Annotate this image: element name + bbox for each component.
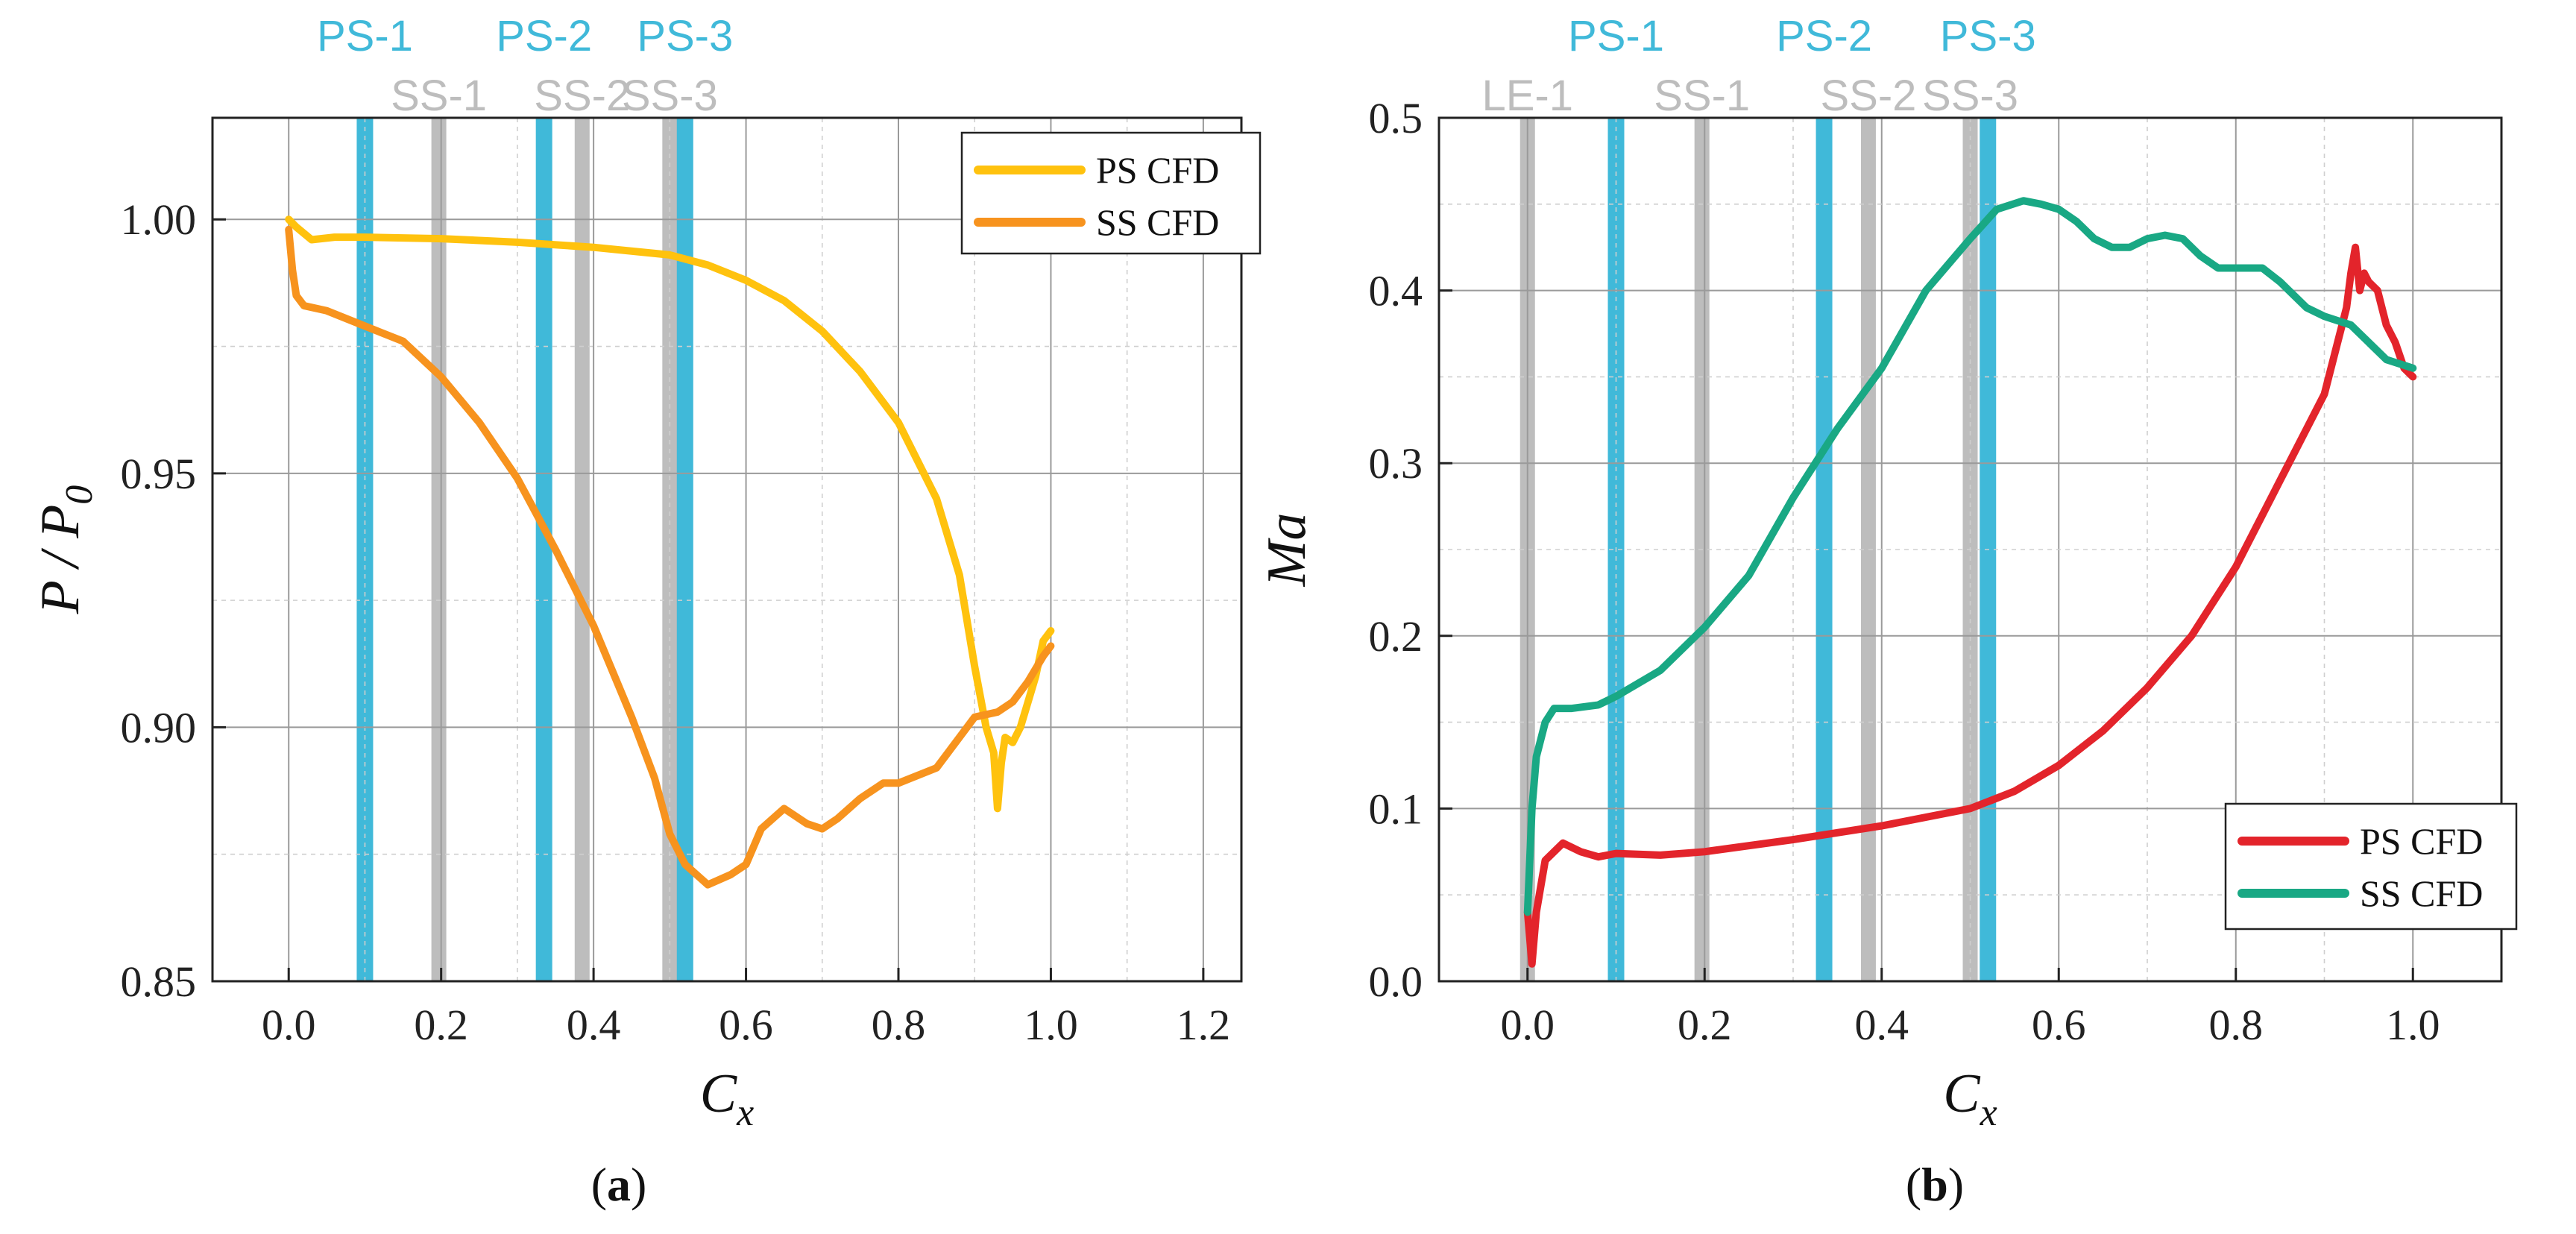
y-tick-label: 0.95 <box>121 450 197 498</box>
x-axis-title-b: Cx <box>1943 1063 1997 1134</box>
ticks-a: 0.0 0.2 0.4 0.6 0.8 1.0 1.2 0.85 0.90 0.95 1.00 <box>121 195 1231 1049</box>
band-label-ps-1: PS-1 <box>1568 12 1664 60</box>
band-label-ss-1: SS-1 <box>391 72 487 120</box>
x-tick-label: 0.4 <box>567 1001 621 1049</box>
y-tick-label: 0.4 <box>1369 267 1423 315</box>
band-label-ps-3: PS-3 <box>637 12 733 60</box>
legend-label: PS CFD <box>2360 820 2483 862</box>
x-tick-label: 0.8 <box>872 1001 926 1049</box>
y-tick-label: 0.3 <box>1369 439 1423 488</box>
band-ps-3 <box>676 118 693 981</box>
legend-label: SS CFD <box>2360 872 2483 914</box>
band-label-ss-2: SS-2 <box>534 72 630 120</box>
legend-label: SS CFD <box>1096 201 1219 243</box>
y-axis-title-a: P / P0 <box>30 485 101 615</box>
x-tick-label: 1.2 <box>1177 1001 1231 1049</box>
x-tick-label: 0.2 <box>1678 1001 1732 1049</box>
x-tick-label: 1.0 <box>2386 1001 2440 1049</box>
plot-frame-a <box>211 116 1243 983</box>
band-labels-b: LE-1 PS-1 SS-1 PS-2 SS-2 SS-3 PS-3 <box>1481 12 2035 120</box>
y-tick-label: 0.2 <box>1369 612 1423 661</box>
band-ss-2 <box>1860 118 1876 981</box>
band-label-ps-1: PS-1 <box>317 12 413 60</box>
ticks-b: 0.0 0.2 0.4 0.6 0.8 1.0 0.0 0.1 0.2 0.3 0.4 0.5 <box>1369 94 2440 1049</box>
x-tick-label: 0.0 <box>1501 1001 1555 1049</box>
y-axis-title-b: Ma <box>1256 513 1317 588</box>
y-tick-label: 0.90 <box>121 703 197 752</box>
band-label-ss-1: SS-1 <box>1654 72 1750 120</box>
series-line-ps-cfd <box>1523 243 2417 968</box>
x-tick-label: 0.0 <box>262 1001 316 1049</box>
y-tick-label: 1.00 <box>121 195 197 244</box>
band-label-ps-2: PS-2 <box>496 12 592 60</box>
legend-b: PS CFD SS CFD <box>2224 802 2518 931</box>
band-ss-2 <box>574 118 590 981</box>
series-line-ps-cfd <box>285 215 1055 813</box>
band-label-ss-3: SS-3 <box>622 72 718 120</box>
panel-b: 0.0 0.2 0.4 0.6 0.8 1.0 0.0 0.1 0.2 0.3 0.4 0.5 LE-… <box>1256 12 2518 1211</box>
bands-group-a <box>356 118 693 981</box>
x-tick-label: 0.4 <box>1855 1001 1909 1049</box>
band-label-ps-3: PS-3 <box>1940 12 2036 60</box>
x-tick-label: 0.6 <box>2032 1001 2086 1049</box>
band-label-ss-3: SS-3 <box>1922 72 2018 120</box>
legend-a: PS CFD SS CFD <box>960 131 1262 255</box>
band-ss-1 <box>431 118 447 981</box>
caption-b: (b) <box>1906 1158 1964 1211</box>
plot-frame-b <box>1437 116 2503 983</box>
y-tick-label: 0.0 <box>1369 957 1423 1006</box>
band-labels-a: PS-1 SS-1PS-2 SS-2SS-3 PS-3 <box>317 12 733 120</box>
y-tick-label: 0.85 <box>121 957 197 1006</box>
legend-box <box>2224 802 2518 931</box>
series-line-ss-cfd <box>285 225 1055 889</box>
band-ps-2 <box>535 118 552 981</box>
legend-label: PS CFD <box>1096 149 1219 191</box>
band-label-ps-2: PS-2 <box>1776 12 1872 60</box>
x-tick-label: 1.0 <box>1024 1001 1078 1049</box>
panel-a: 0.0 0.2 0.4 0.6 0.8 1.0 1.2 0.85 0.90 0.95 1.00 PS… <box>30 12 1262 1211</box>
y-tick-label: 0.5 <box>1369 94 1423 142</box>
x-tick-label: 0.2 <box>414 1001 468 1049</box>
band-label-le-1: LE-1 <box>1481 72 1573 120</box>
band-label-ss-2: SS-2 <box>1820 72 1916 120</box>
series-line-ss-cfd <box>1523 197 2417 916</box>
x-axis-title-a: Cx <box>700 1063 754 1134</box>
y-tick-label: 0.1 <box>1369 784 1423 833</box>
x-tick-label: 0.8 <box>2209 1001 2264 1049</box>
series-lines-a <box>285 215 1055 889</box>
series-lines-b <box>1523 197 2417 968</box>
caption-a: (a) <box>591 1158 647 1211</box>
x-tick-label: 0.6 <box>719 1001 773 1049</box>
legend-box <box>960 131 1262 255</box>
